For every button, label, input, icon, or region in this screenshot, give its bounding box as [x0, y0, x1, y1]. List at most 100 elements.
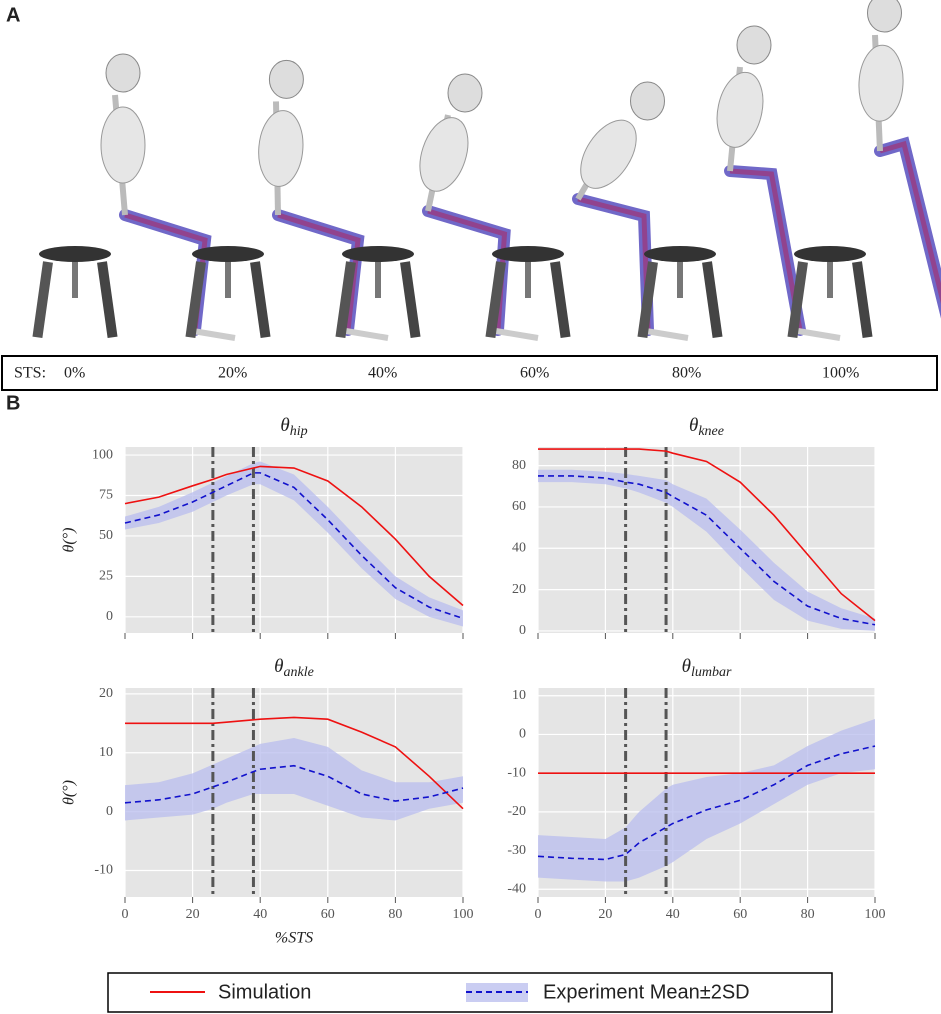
- sts-prefix: STS:: [14, 365, 46, 382]
- skull: [736, 25, 772, 65]
- y-tick-label: 80: [512, 458, 526, 473]
- chart-title: θhip: [280, 415, 307, 439]
- y-tick-label: 20: [512, 582, 526, 597]
- sd-band: [538, 718, 875, 882]
- sts-label: 100%: [822, 365, 859, 382]
- stool-top: [342, 246, 414, 262]
- series-line: [124, 472, 464, 620]
- x-tick-label: 40: [253, 907, 267, 922]
- y-tick-label: 0: [519, 727, 526, 742]
- y-axis-label: θ(°): [61, 528, 78, 553]
- y-tick-label: 10: [99, 745, 113, 760]
- stool-leg: [185, 261, 206, 338]
- chart-title: θlumbar: [682, 656, 732, 680]
- series-line: [124, 465, 464, 607]
- foot: [791, 327, 841, 341]
- leg: [879, 140, 941, 305]
- skull: [867, 0, 902, 33]
- x-tick-label: 80: [801, 907, 815, 922]
- ribcage: [580, 119, 637, 189]
- series-line: [537, 745, 876, 861]
- y-tick-label: 25: [99, 569, 113, 584]
- x-tick-label: 100: [865, 907, 886, 922]
- stool-leg: [702, 261, 723, 338]
- stool-leg: [32, 261, 53, 338]
- y-tick-label: -30: [507, 843, 526, 858]
- panel-label: A: [6, 4, 20, 26]
- leg: [724, 165, 806, 336]
- stool-screw: [375, 258, 381, 298]
- panel-label: B: [6, 392, 20, 414]
- y-tick-label: 50: [99, 528, 113, 543]
- series-line: [125, 716, 464, 810]
- y-tick-label: -20: [507, 804, 526, 819]
- x-tick-label: 100: [453, 907, 474, 922]
- ribcage: [419, 117, 469, 192]
- stool-leg: [335, 261, 356, 338]
- sts-label: 80%: [672, 365, 701, 382]
- series-line: [124, 764, 464, 804]
- stool-screw: [525, 258, 531, 298]
- legend-label: Experiment Mean±2SD: [543, 981, 750, 1003]
- x-tick-label: 0: [122, 907, 129, 922]
- stool-top: [192, 246, 264, 262]
- stool-leg: [400, 261, 421, 338]
- leg: [729, 168, 803, 331]
- chart-title: θankle: [274, 656, 314, 680]
- sts-label: 60%: [520, 365, 549, 382]
- x-tick-label: 60: [733, 907, 747, 922]
- stool-leg: [550, 261, 571, 338]
- legend-label: Simulation: [218, 981, 311, 1003]
- foot: [339, 327, 389, 341]
- title-sub: ankle: [284, 665, 314, 680]
- stool-screw: [72, 258, 78, 298]
- ribcage: [258, 110, 304, 187]
- y-tick-label: 0: [106, 804, 113, 819]
- sts-box: [1, 355, 938, 391]
- skull: [105, 53, 141, 93]
- stool-leg: [250, 261, 271, 338]
- stool-leg: [852, 261, 873, 338]
- ribcage: [716, 71, 764, 148]
- series-line: [538, 475, 876, 626]
- y-tick-label: 10: [512, 688, 526, 703]
- skull: [630, 81, 665, 121]
- x-tick-label: 0: [535, 907, 542, 922]
- y-tick-label: 20: [99, 686, 113, 701]
- stool-leg: [485, 261, 506, 338]
- stool-leg: [97, 261, 118, 338]
- sts-label: 0%: [64, 365, 85, 382]
- sd-band: [125, 461, 463, 627]
- stool-screw: [225, 258, 231, 298]
- skull: [268, 59, 304, 99]
- stool-top: [39, 246, 111, 262]
- x-tick-label: 80: [388, 907, 402, 922]
- skull: [447, 73, 483, 113]
- y-tick-label: -40: [507, 881, 526, 896]
- stool-screw: [827, 258, 833, 298]
- leg: [277, 212, 361, 331]
- sts-label: 20%: [218, 365, 247, 382]
- leg: [572, 193, 654, 336]
- stool-screw: [677, 258, 683, 298]
- x-tick-label: 20: [598, 907, 612, 922]
- foot: [489, 327, 539, 341]
- title-sub: hip: [290, 424, 308, 439]
- x-tick-label: 60: [321, 907, 335, 922]
- y-axis-label: θ(°): [61, 780, 78, 805]
- y-tick-label: 0: [519, 623, 526, 638]
- chart-title: θknee: [689, 415, 724, 439]
- y-tick-label: -10: [507, 765, 526, 780]
- x-tick-label: 40: [666, 907, 680, 922]
- y-tick-label: 100: [92, 447, 113, 462]
- series-line: [538, 448, 876, 622]
- y-tick-label: 0: [106, 609, 113, 624]
- skeletons: [32, 0, 941, 341]
- sts-label: 40%: [368, 365, 397, 382]
- y-tick-label: 60: [512, 499, 526, 514]
- x-tick-label: 20: [186, 907, 200, 922]
- stool-leg: [787, 261, 808, 338]
- title-sub: lumbar: [691, 665, 732, 680]
- ribcage: [858, 44, 904, 122]
